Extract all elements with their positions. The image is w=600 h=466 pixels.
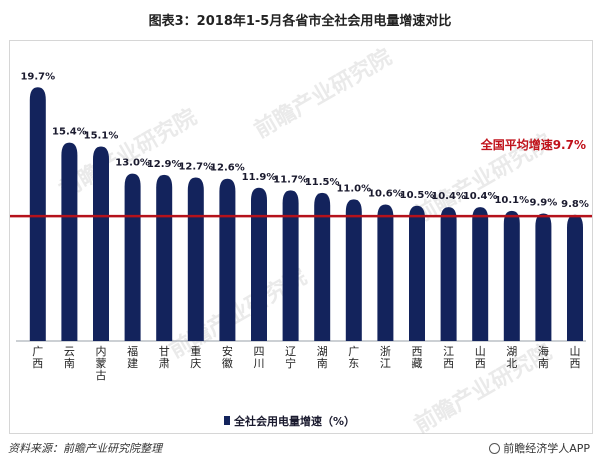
bar <box>440 207 457 341</box>
bar <box>251 187 267 341</box>
data-label: 19.7% <box>20 71 55 82</box>
bar <box>314 192 331 341</box>
chart-title: 图表3：2018年1-5月各省市全社会用电量增速对比 <box>148 14 452 29</box>
data-label: 10.6% <box>368 188 403 199</box>
x-tick-label: 海南 <box>538 344 549 370</box>
brand-logo-icon <box>489 443 501 454</box>
x-tick-label: 江西 <box>443 345 454 370</box>
x-tick-label: 辽宁 <box>285 345 296 370</box>
data-label: 12.9% <box>147 159 182 170</box>
bar <box>567 214 583 341</box>
bar <box>219 178 236 341</box>
bar <box>409 205 425 341</box>
bar-chart: 19.7% 广西 15.4% 云南 15.1% 内蒙古 13.0% 福建 12.9% 甘肃 12.7… <box>10 71 592 428</box>
x-tick-label: 山西 <box>475 345 486 370</box>
legend-label: 全社会用电量增速（%） <box>233 414 355 428</box>
bar <box>535 213 552 341</box>
x-tick-label: 安徽 <box>222 344 233 370</box>
data-label: 11.5% <box>305 177 340 188</box>
x-tick-label: 重庆 <box>190 344 201 370</box>
x-tick-label: 广西 <box>32 345 43 370</box>
x-tick-label: 湖南 <box>317 345 328 370</box>
bar <box>282 190 299 341</box>
data-label: 15.4% <box>52 127 87 138</box>
bar <box>156 174 173 341</box>
bar <box>503 210 520 341</box>
data-label: 11.0% <box>336 183 371 194</box>
data-label: 10.5% <box>400 190 435 201</box>
bar <box>187 177 204 341</box>
x-tick-label: 福建 <box>127 344 138 370</box>
source-note: 资料来源：前瞻产业研究院整理 <box>8 442 162 455</box>
legend: 全社会用电量增速（%） <box>224 414 355 428</box>
data-label: 9.9% <box>530 198 558 209</box>
legend-swatch <box>224 416 230 425</box>
bar <box>29 87 46 341</box>
x-tick-label: 浙江 <box>380 345 391 370</box>
data-label: 10.4% <box>463 191 498 202</box>
brand-credit: 前瞻经济学人APP <box>489 440 590 456</box>
data-label: 12.7% <box>178 161 213 172</box>
data-label: 11.9% <box>242 172 277 183</box>
data-label: 15.1% <box>84 131 119 142</box>
bar <box>472 207 489 341</box>
chart-frame: 前瞻产业研究院 前瞻产业研究院 前瞻产业研究院 前瞻产业研究院 前瞻产业研究院 … <box>9 40 593 438</box>
x-tick-label: 甘肃 <box>159 345 170 370</box>
bar <box>124 173 141 341</box>
bar <box>93 146 109 341</box>
x-tick-label: 西藏 <box>412 345 423 370</box>
x-tick-label: 广东 <box>348 345 359 370</box>
x-tick-label: 四川 <box>254 345 265 370</box>
data-label: 10.4% <box>431 191 466 202</box>
data-label: 10.1% <box>494 195 529 206</box>
x-tick-label: 山西 <box>570 345 581 370</box>
average-line-label: 全国平均增速9.7% <box>480 137 586 152</box>
x-tick-label: 湖北 <box>506 345 517 370</box>
data-label: 11.7% <box>273 174 308 185</box>
bar <box>345 199 362 341</box>
data-label: 9.8% <box>561 199 589 210</box>
data-label: 13.0% <box>115 158 150 169</box>
bar <box>377 204 394 341</box>
bar <box>61 142 78 341</box>
x-tick-label: 内蒙古 <box>96 344 107 382</box>
brand-name: 前瞻经济学人APP <box>503 442 590 455</box>
x-tick-label: 云南 <box>64 345 75 370</box>
data-label: 12.6% <box>210 163 245 174</box>
